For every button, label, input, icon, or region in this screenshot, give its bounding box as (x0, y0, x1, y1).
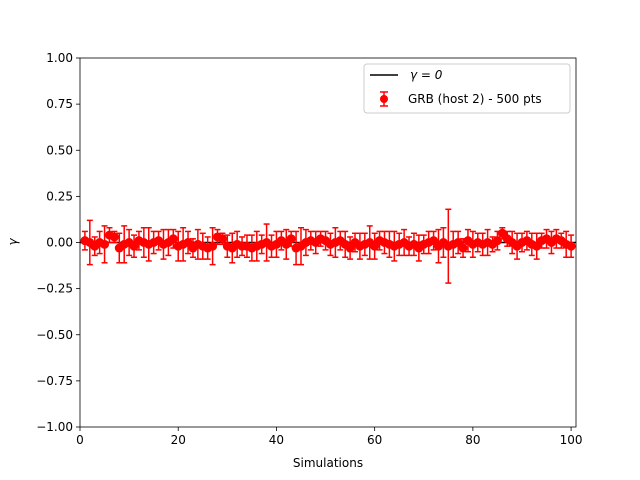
series-points (80, 228, 576, 253)
plot-area (80, 208, 576, 284)
y-tick-label: −0.50 (36, 328, 73, 342)
data-point (208, 241, 218, 251)
y-axis: −1.00 −0.75 −0.50 −0.25 0.00 0.25 0.50 0.75 1.00 (36, 51, 80, 434)
x-tick-label: 60 (367, 433, 382, 447)
x-tick-label: 80 (465, 433, 480, 447)
x-tick-label: 20 (171, 433, 186, 447)
data-point (100, 239, 110, 249)
legend-box (363, 63, 571, 114)
y-tick-label: 1.00 (46, 51, 73, 65)
y-tick-label: 0.00 (46, 236, 73, 250)
y-tick-label: −0.75 (36, 374, 73, 388)
data-point (168, 234, 178, 244)
x-tick-label: 0 (76, 433, 84, 447)
legend-label-series: GRB (host 2) - 500 pts (408, 92, 542, 106)
x-tick-label: 100 (560, 433, 583, 447)
x-tick-label: 40 (269, 433, 284, 447)
legend-label-reference: γ = 0 (410, 68, 443, 82)
legend-errorbar-marker (380, 91, 388, 107)
y-tick-label: 0.50 (46, 143, 73, 157)
x-axis: 0 20 40 60 80 100 (76, 427, 583, 447)
data-point (566, 241, 576, 251)
y-tick-label: −1.00 (36, 420, 73, 434)
y-tick-label: 0.75 (46, 97, 73, 111)
y-tick-label: 0.25 (46, 189, 73, 203)
data-point (286, 234, 296, 244)
y-tick-label: −0.25 (36, 282, 73, 296)
y-axis-label: γ (6, 238, 20, 246)
x-axis-label: Simulations (293, 456, 363, 470)
data-point (458, 243, 468, 253)
data-point (217, 234, 227, 244)
data-point (109, 232, 119, 242)
legend: γ = 0 GRB (host 2) - 500 pts (363, 63, 571, 114)
data-point (492, 236, 502, 246)
